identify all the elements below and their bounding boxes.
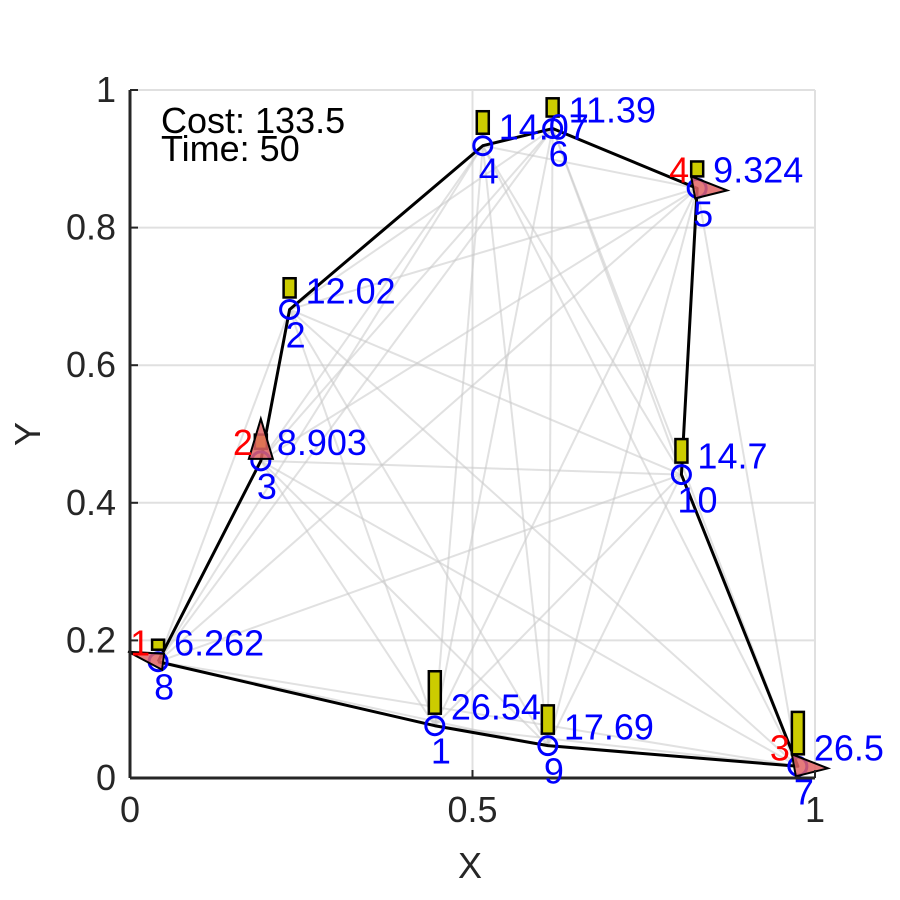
node-value-label: 6.262	[174, 623, 264, 664]
x-axis-title: X	[458, 845, 482, 886]
x-tick-label: 0.5	[447, 789, 497, 830]
demand-bar	[475, 109, 491, 135]
node-marker	[424, 715, 446, 737]
node-value-label: 14.7	[697, 436, 767, 477]
candidate-edge	[696, 188, 799, 767]
candidate-edge	[546, 128, 554, 746]
candidate-edge	[288, 308, 799, 768]
candidate-edge	[482, 144, 698, 190]
candidate-edge	[157, 187, 698, 663]
node-id-label: 3	[257, 466, 277, 507]
candidate-edge	[433, 145, 484, 726]
candidate-edge	[157, 309, 291, 663]
vehicle-label: 2	[233, 422, 253, 463]
candidate-edge	[289, 127, 554, 311]
cost-text: Cost: 133.5	[161, 100, 345, 141]
node-value-label: 8.903	[277, 422, 367, 463]
node-marker	[670, 464, 692, 486]
candidate-edge	[260, 187, 698, 462]
candidate-edge	[157, 660, 799, 768]
vehicle-marker	[127, 650, 166, 672]
demand-bar	[545, 97, 560, 118]
demand-bar	[150, 638, 166, 651]
candidate-edge	[481, 145, 683, 476]
candidate-edge	[260, 459, 799, 768]
candidate-edge	[551, 128, 683, 475]
demand-bar	[674, 437, 689, 464]
y-tick-label: 0.6	[66, 344, 116, 385]
candidate-edge	[260, 145, 484, 462]
node-marker	[542, 118, 564, 140]
node-value-label: 17.69	[564, 707, 654, 748]
candidate-edge	[157, 127, 554, 663]
vehicle-marker	[689, 174, 731, 200]
axes: 0 0.5 100.20.40.60.81	[66, 69, 825, 830]
candidate-edge	[260, 459, 682, 476]
node-id-label: 8	[154, 667, 174, 708]
time-text: Time: 50	[161, 128, 300, 169]
node-marker	[472, 135, 494, 157]
candidate-edge	[433, 187, 699, 727]
candidate-edge	[288, 308, 549, 747]
candidate-edge	[260, 460, 549, 747]
vehicle-label: 1	[130, 623, 150, 664]
candidate-edge	[481, 145, 549, 746]
node-id-label: 10	[677, 480, 717, 521]
y-tick-label: 0.8	[66, 207, 116, 248]
demand-bar	[540, 704, 556, 735]
y-tick-label: 0.4	[66, 482, 116, 523]
candidate-edge	[481, 145, 799, 767]
node-marker	[279, 298, 301, 320]
demand-bar	[427, 669, 443, 715]
vehicle-marker	[790, 752, 832, 778]
y-tick-label: 0.2	[66, 619, 116, 660]
node-labels: 126.54212.0238.903414.0759.324611.39726.…	[154, 90, 884, 813]
grid-lines	[130, 89, 816, 778]
candidate-edge	[260, 127, 554, 462]
node-id-label: 9	[544, 751, 564, 792]
node-id-label: 7	[794, 771, 814, 812]
y-tick-label: 1	[96, 69, 116, 110]
demand-bar	[790, 710, 806, 756]
node-value-label: 9.324	[713, 149, 803, 190]
node-marker	[537, 735, 559, 757]
candidate-edge	[434, 724, 798, 768]
x-tick-label: 0	[120, 789, 140, 830]
node-value-label: 11.39	[569, 90, 656, 131]
candidate-edge	[434, 473, 683, 727]
node-id-label: 6	[549, 134, 569, 175]
demand-bar	[282, 276, 297, 299]
node-value-label: 26.5	[814, 727, 884, 768]
candidate-edge	[546, 188, 699, 746]
candidate-edge	[546, 474, 683, 747]
candidate-edge	[157, 473, 682, 663]
candidate-edges	[157, 127, 799, 768]
node-value-label: 26.54	[451, 687, 541, 728]
x-tick-label: 1	[805, 789, 825, 830]
node-id-label: 5	[693, 193, 713, 234]
candidate-edge	[157, 145, 484, 663]
vehicle-label: 4	[669, 149, 689, 190]
node-id-label: 2	[286, 314, 306, 355]
node-value-label: 14.07	[499, 107, 589, 148]
y-axis-title: Y	[7, 422, 48, 446]
node-value-label: 12.02	[306, 270, 396, 311]
demand-bars	[150, 97, 806, 756]
vehicle-label: 3	[770, 727, 790, 768]
node-id-label: 1	[431, 731, 451, 772]
candidate-edge	[289, 308, 682, 476]
vehicle-marker	[247, 415, 275, 460]
demand-bar	[689, 160, 705, 178]
node-id-label: 4	[479, 151, 499, 192]
y-tick-label: 0	[96, 757, 116, 798]
